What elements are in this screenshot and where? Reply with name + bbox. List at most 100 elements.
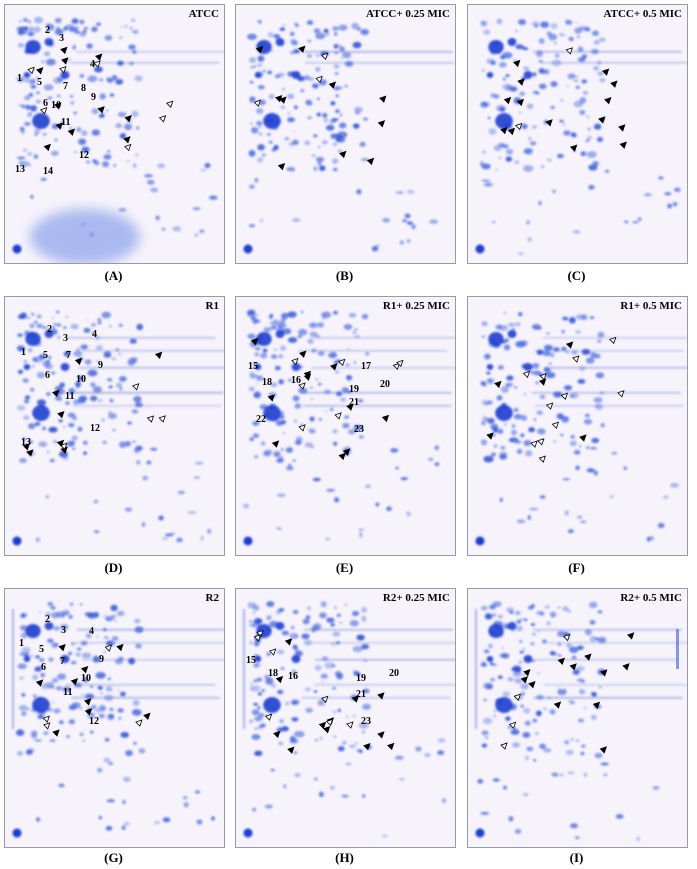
spot-arrow: [154, 351, 163, 359]
spot-arrow: [494, 380, 502, 389]
gel-panel-d: R1 1 2 3 4 5 6 7 9 10 11 12 13: [4, 296, 225, 556]
spot-arrow: [351, 695, 360, 703]
spot-label: 5: [43, 350, 48, 361]
spot-arrow: [43, 722, 51, 730]
spot-arrow: [320, 52, 329, 60]
spot-arrow: [396, 359, 404, 368]
spot-label: 20: [380, 379, 390, 390]
spot-arrow: [35, 679, 44, 687]
spot-arrows: [22, 351, 166, 457]
spot-arrow: [315, 75, 323, 84]
spot-label: 6: [45, 370, 50, 381]
spot-label: 10: [81, 673, 91, 684]
gel-panel-h: R2+ 0.25 MIC 15 16 18 19 20 21 23: [235, 588, 456, 848]
spot-arrow: [165, 100, 174, 108]
spot-arrow: [39, 107, 48, 115]
spot-label: 2: [47, 324, 52, 335]
spot-arrow: [275, 675, 284, 684]
gel-image: [475, 601, 687, 842]
spot-arrows: [250, 338, 404, 461]
spot-arrow: [58, 643, 66, 652]
panel-caption: (C): [567, 268, 586, 283]
gel-panel-a: ATCC 1 2 3 4 5 6 7 8 9 10 11 12 13 14: [4, 4, 225, 264]
spot-arrow: [250, 338, 259, 346]
spot-arrow: [287, 746, 295, 754]
spot-arrow: [273, 730, 281, 739]
spot-label: 3: [63, 333, 68, 344]
spot-arrow: [56, 439, 65, 448]
spot-arrow: [298, 382, 306, 390]
spot-arrow: [80, 665, 89, 674]
spot-arrow: [268, 648, 277, 656]
spot-arrow: [530, 440, 538, 448]
spot-arrow: [132, 383, 140, 391]
spot-arrow: [54, 102, 62, 110]
spot-arrow: [379, 95, 387, 103]
spot-label: 9: [98, 360, 103, 371]
spot-arrow: [70, 678, 79, 686]
spot-arrow: [61, 57, 69, 65]
spot-label: 7: [60, 656, 65, 667]
spot-arrow: [256, 629, 264, 638]
panel-caption: (I): [569, 850, 584, 865]
spot-arrow: [520, 676, 529, 684]
spot-label: 11: [65, 391, 75, 402]
spot-arrow: [626, 632, 635, 640]
spot-label: 22: [256, 414, 266, 425]
spot-arrow: [553, 701, 562, 709]
spot-arrow: [146, 415, 155, 423]
panel-caption: (F): [568, 560, 585, 575]
spot-label: 15: [246, 655, 256, 666]
spot-arrows: [500, 47, 627, 152]
panel-title: ATCC+ 0.5 MIC: [603, 8, 682, 20]
spot-arrow: [538, 455, 546, 463]
spot-arrow: [337, 358, 346, 367]
spot-label: 4: [89, 626, 94, 637]
spot-label: 13: [21, 437, 31, 448]
spot-arrow: [557, 657, 565, 665]
spot-arrow: [104, 644, 113, 652]
spot-arrow: [545, 119, 553, 127]
spot-arrow: [318, 721, 327, 730]
spot-arrow: [569, 663, 577, 671]
spot-label: 1: [19, 638, 24, 649]
spot-arrow: [513, 59, 521, 68]
spot-label: 3: [61, 625, 66, 636]
spot-arrow: [97, 106, 105, 114]
spot-arrows: [253, 629, 395, 754]
gel-panel-f: R1+ 0.5 MIC: [467, 296, 688, 556]
spot-arrow: [298, 424, 306, 432]
spot-label: 6: [41, 662, 46, 673]
spot-label: 13: [15, 164, 25, 175]
spot-arrow: [339, 150, 347, 159]
spot-arrow: [52, 729, 60, 737]
spot-arrow: [618, 124, 626, 132]
spot-label: 17: [361, 361, 371, 372]
panel-caption: (E): [335, 560, 354, 575]
spot-arrow: [95, 53, 103, 61]
spot-label: 10: [51, 100, 61, 111]
spot-arrow: [572, 355, 580, 363]
spot-arrow: [59, 66, 67, 74]
spot-arrow: [321, 695, 329, 704]
spot-arrows: [27, 46, 174, 152]
spot-label: 4: [90, 59, 95, 70]
spot-arrow: [338, 452, 346, 461]
spot-arrow: [22, 443, 31, 451]
panel-title: ATCC+ 0.25 MIC: [366, 8, 450, 20]
spot-arrow: [27, 66, 35, 75]
spot-arrow: [84, 708, 93, 716]
spot-label: 2: [45, 25, 50, 36]
spot-arrow: [610, 80, 618, 88]
spot-arrow: [52, 389, 60, 398]
spot-arrow: [622, 663, 630, 671]
spot-arrow: [346, 403, 354, 411]
spot-arrow: [342, 448, 351, 456]
gel-panel-e: R1+ 0.25 MIC 15 16 17 18 19 20 21 22 23: [235, 296, 456, 556]
spot-label: 1: [17, 73, 22, 84]
panel-caption: (D): [104, 560, 123, 575]
spot-arrow: [516, 98, 524, 107]
spot-arrow: [538, 378, 547, 386]
spot-label: 14: [43, 166, 53, 177]
spot-arrow: [26, 449, 34, 457]
